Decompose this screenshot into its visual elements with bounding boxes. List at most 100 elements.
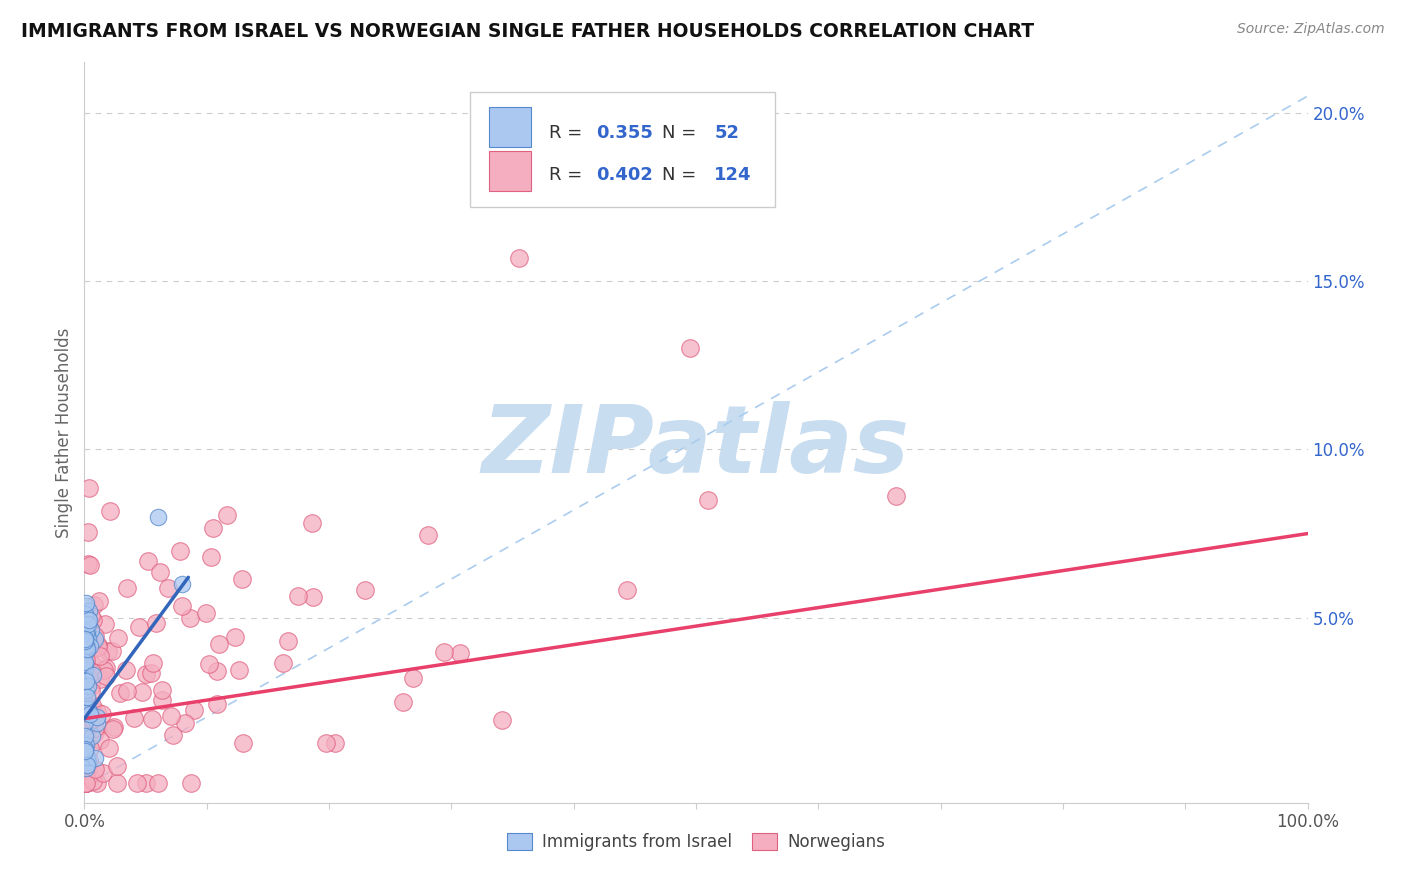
Point xyxy=(80,608,103,623)
Text: N =: N = xyxy=(662,166,702,184)
Point xyxy=(82,765,104,780)
Point xyxy=(76,682,98,697)
Point xyxy=(884,489,907,503)
Point xyxy=(80,623,103,637)
Y-axis label: Single Father Households: Single Father Households xyxy=(55,327,73,538)
Point xyxy=(75,775,97,789)
Point xyxy=(208,637,231,651)
Point xyxy=(231,572,253,586)
Point xyxy=(115,683,138,698)
Point xyxy=(76,557,98,571)
Point xyxy=(73,634,96,648)
Point xyxy=(353,583,375,598)
Point xyxy=(183,703,205,717)
Point xyxy=(76,755,98,769)
Point xyxy=(73,742,96,756)
Point xyxy=(105,775,128,789)
Point xyxy=(75,749,97,764)
FancyBboxPatch shape xyxy=(489,152,531,191)
Point xyxy=(217,508,239,522)
Point xyxy=(302,591,325,605)
Point xyxy=(75,744,97,758)
Point xyxy=(76,749,98,764)
Point xyxy=(202,521,225,535)
Point xyxy=(301,516,323,530)
Point xyxy=(75,761,97,775)
Point xyxy=(160,709,183,723)
Point xyxy=(145,616,167,631)
Point xyxy=(75,775,97,789)
Point xyxy=(76,677,98,691)
Point xyxy=(77,604,100,618)
Point xyxy=(125,775,148,789)
Point xyxy=(169,544,191,558)
Point xyxy=(180,775,202,789)
Point xyxy=(75,632,97,647)
Point xyxy=(89,593,111,607)
Point xyxy=(75,739,97,753)
Point xyxy=(82,774,104,789)
Point xyxy=(205,697,228,711)
Point xyxy=(94,616,117,631)
Point xyxy=(107,631,129,645)
Point xyxy=(86,638,108,652)
Point xyxy=(73,655,96,669)
Point xyxy=(232,736,254,750)
Point xyxy=(75,659,97,673)
Point xyxy=(391,695,413,709)
FancyBboxPatch shape xyxy=(489,107,531,147)
Point xyxy=(93,663,115,677)
Point xyxy=(90,707,112,722)
Text: 0.355: 0.355 xyxy=(596,124,652,142)
Point xyxy=(87,640,110,655)
Point xyxy=(79,558,101,572)
Point xyxy=(228,663,250,677)
Point xyxy=(110,685,132,699)
Text: R =: R = xyxy=(550,124,588,142)
Point xyxy=(73,747,96,762)
Point xyxy=(101,722,124,736)
Point xyxy=(146,509,169,524)
Point xyxy=(75,714,97,729)
Point xyxy=(76,642,98,657)
Point xyxy=(315,736,337,750)
Point xyxy=(76,626,98,640)
Point xyxy=(172,577,194,591)
Point xyxy=(131,685,153,699)
Point xyxy=(401,671,423,685)
Point xyxy=(98,504,121,518)
Point xyxy=(75,719,97,733)
Point xyxy=(76,616,98,631)
Point xyxy=(105,758,128,772)
Point xyxy=(89,648,111,663)
Point xyxy=(76,702,98,716)
Point xyxy=(79,640,101,654)
Text: 52: 52 xyxy=(714,124,740,142)
Point xyxy=(77,613,100,627)
Point xyxy=(76,626,98,640)
Point xyxy=(150,693,173,707)
Point xyxy=(128,620,150,634)
Point xyxy=(207,664,229,678)
Point xyxy=(277,634,299,648)
Point xyxy=(73,607,96,621)
Point xyxy=(84,751,107,765)
FancyBboxPatch shape xyxy=(470,92,776,207)
Point xyxy=(697,493,720,508)
Point xyxy=(80,679,103,693)
Point xyxy=(86,775,108,789)
Point xyxy=(75,674,97,689)
Point xyxy=(135,667,157,681)
Point xyxy=(73,657,96,672)
Point xyxy=(75,648,97,662)
Point xyxy=(76,632,98,647)
Point xyxy=(73,661,96,675)
Point xyxy=(162,728,184,742)
Point xyxy=(75,640,97,654)
Point xyxy=(139,665,162,680)
Point xyxy=(76,690,98,705)
Text: 124: 124 xyxy=(714,166,752,184)
Point xyxy=(75,632,97,647)
Text: R =: R = xyxy=(550,166,588,184)
Point xyxy=(135,775,157,789)
